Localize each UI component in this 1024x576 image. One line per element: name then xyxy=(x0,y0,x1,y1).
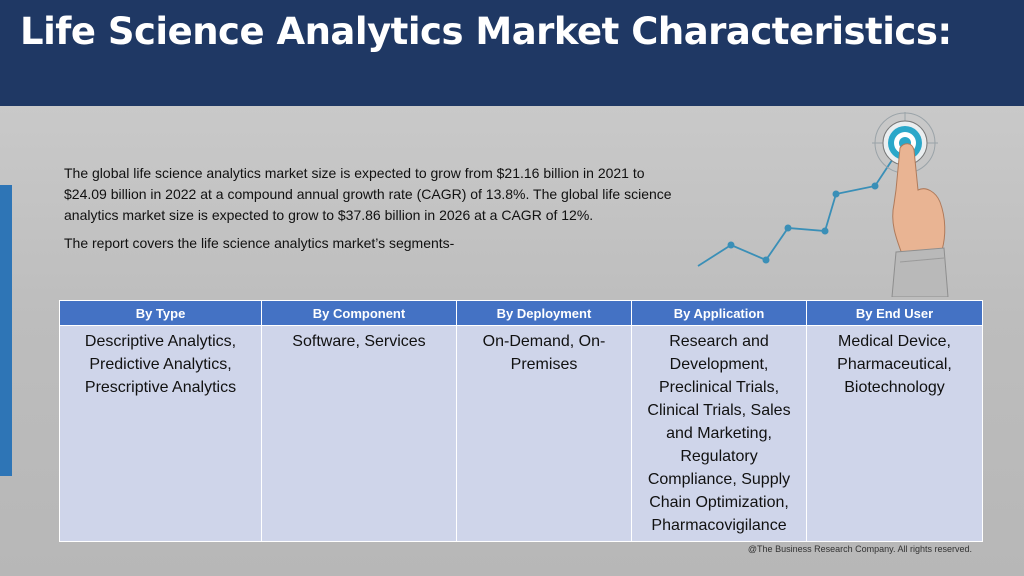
page-title: Life Science Analytics Market Characteri… xyxy=(20,10,952,53)
hand-icon xyxy=(891,143,949,297)
segments-table: By Type By Component By Deployment By Ap… xyxy=(59,300,983,542)
table-header-cell: By Deployment xyxy=(456,300,632,326)
intro-paragraph: The global life science analytics market… xyxy=(64,165,672,223)
table-cell: Descriptive Analytics, Predictive Analyt… xyxy=(59,325,262,542)
segments-line: The report covers the life science analy… xyxy=(64,235,455,251)
growth-line xyxy=(697,147,901,267)
table-cell: Software, Services xyxy=(261,325,457,542)
table-header-cell: By Type xyxy=(59,300,262,326)
growth-point xyxy=(821,227,829,235)
table-cell: On-Demand, On-Premises xyxy=(456,325,632,542)
table-cell: Research and Development, Preclinical Tr… xyxy=(631,325,807,542)
growth-line-points xyxy=(727,182,879,264)
growth-point xyxy=(832,190,840,198)
hand-touching-target-growth-line-icon xyxy=(697,112,949,297)
table-header-cell: By Application xyxy=(631,300,807,326)
table-row: Descriptive Analytics, Predictive Analyt… xyxy=(59,325,983,542)
intro-text: The global life science analytics market… xyxy=(64,163,674,254)
growth-point xyxy=(762,256,770,264)
table-header-cell: By End User xyxy=(806,300,983,326)
table-header-cell: By Component xyxy=(261,300,457,326)
table-header-row: By Type By Component By Deployment By Ap… xyxy=(59,300,983,326)
left-accent-bar xyxy=(0,185,12,476)
header-bar: Life Science Analytics Market Characteri… xyxy=(0,0,1024,106)
table-cell: Medical Device, Pharmaceutical, Biotechn… xyxy=(806,325,983,542)
growth-point xyxy=(871,182,879,190)
growth-point xyxy=(727,241,735,249)
copyright-footer: @The Business Research Company. All righ… xyxy=(747,544,972,554)
growth-point xyxy=(784,224,792,232)
